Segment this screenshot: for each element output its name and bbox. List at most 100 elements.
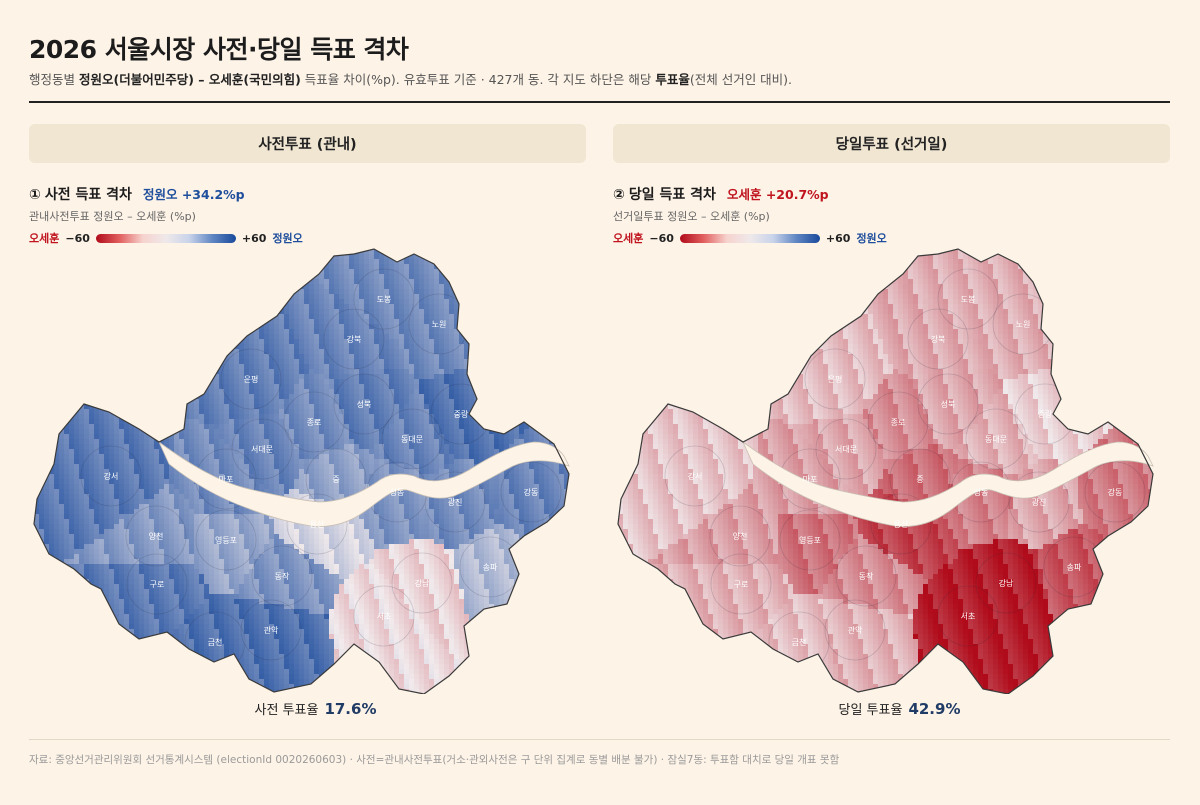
dong-cell [409,274,415,280]
dong-cell [114,279,120,285]
dong-cell [74,429,80,435]
dong-cell [154,339,160,345]
dong-cell [549,424,555,430]
dong-cell [374,314,380,320]
dong-cell [319,449,325,455]
dong-cell [454,364,460,370]
dong-cell [449,359,455,365]
dong-cell [184,449,190,455]
dong-cell [379,449,385,455]
dong-cell [249,429,255,435]
dong-cell [379,364,385,370]
dong-cell [384,429,390,435]
dong-cell [329,369,335,375]
dong-cell [519,434,525,440]
dong-cell [84,409,90,415]
dong-cell [139,434,145,440]
dong-cell [144,274,150,280]
dong-cell [434,279,440,285]
dong-cell [384,294,390,300]
dong-cell [114,259,120,265]
dong-cell [269,439,275,445]
dong-cell [114,249,120,250]
dong-cell [314,309,320,315]
dong-cell [229,319,235,325]
dong-cell [494,449,500,455]
dong-cell [49,374,55,380]
dong-cell [374,259,380,265]
dong-cell [99,409,105,415]
dong-cell [394,329,400,335]
dong-cell [434,289,440,295]
dong-cell [454,329,460,335]
dong-cell [584,379,586,384]
dong-cell [519,264,525,270]
dong-cell [49,444,55,450]
dong-cell [119,299,125,305]
dong-cell [279,254,285,260]
dong-cell [529,364,535,370]
dong-cell [574,319,579,324]
dong-cell [419,249,425,255]
dong-cell [204,414,210,420]
dong-cell [94,364,100,370]
dong-cell [104,404,110,410]
dong-cell [234,464,240,470]
dong-cell [249,269,255,275]
dong-cell [159,279,165,285]
dong-cell [444,359,450,365]
dong-cell [89,454,95,460]
dong-cell [534,249,540,250]
dong-cell [239,389,245,395]
dong-cell [574,329,579,334]
dong-cell [489,329,495,335]
dong-cell [204,249,210,250]
dong-cell [564,249,569,255]
dong-cell [124,429,130,435]
dong-cell [59,329,65,335]
dong-cell [69,454,75,460]
dong-cell [464,304,470,310]
dong-cell [89,429,95,435]
dong-cell [269,279,275,285]
dong-cell [394,269,400,275]
dong-cell [54,269,60,275]
dong-cell [154,334,160,340]
dong-cell [404,344,410,350]
dong-cell [199,314,205,320]
dong-cell [114,254,120,260]
dong-cell [234,414,240,420]
dong-cell [424,414,430,420]
dong-cell [459,449,465,455]
dong-cell [394,334,400,340]
dong-cell [99,354,105,360]
dong-cell [219,369,225,375]
dong-cell [429,379,435,385]
dong-cell [259,409,265,415]
dong-cell [524,434,530,440]
dong-cell [64,429,70,435]
dong-cell [359,404,365,410]
dong-cell [299,419,305,425]
dong-cell [579,389,584,394]
dong-cell [539,259,545,265]
dong-cell [99,384,105,390]
dong-cell [229,304,235,310]
dong-cell [444,379,450,385]
dong-cell [494,444,500,450]
dong-cell [254,329,260,335]
dong-cell [344,319,350,325]
dong-cell [289,344,295,350]
dong-cell [164,324,170,330]
dong-cell [119,339,125,345]
dong-cell [369,459,375,465]
dong-cell [194,374,200,380]
dong-cell [159,439,165,445]
dong-cell [504,394,510,400]
dong-cell [289,399,295,405]
dong-cell [214,319,220,325]
dong-cell [349,399,355,405]
dong-cell [269,419,275,425]
dong-cell [544,424,550,430]
dong-cell [399,289,405,295]
